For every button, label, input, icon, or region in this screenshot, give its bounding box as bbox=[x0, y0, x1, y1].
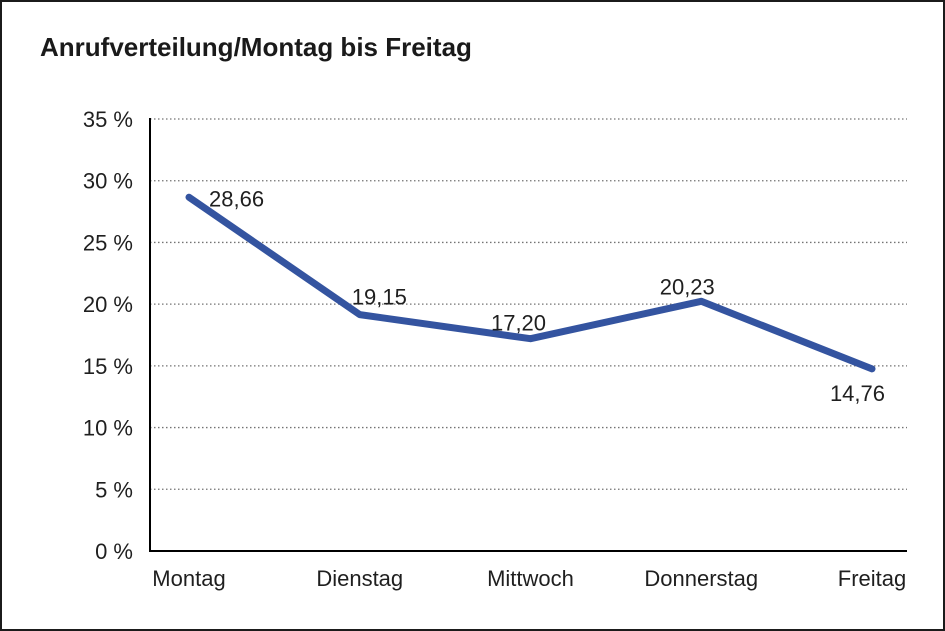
x-category-label: Mittwoch bbox=[487, 566, 574, 591]
x-category-label: Dienstag bbox=[316, 566, 403, 591]
y-tick-label: 30 % bbox=[83, 169, 133, 194]
y-tick-label: 5 % bbox=[95, 477, 133, 502]
y-tick-label: 25 % bbox=[83, 230, 133, 255]
y-tick-label: 20 % bbox=[83, 292, 133, 317]
chart-title: Anrufverteilung/Montag bis Freitag bbox=[40, 32, 472, 62]
data-point-label: 28,66 bbox=[209, 186, 264, 211]
data-series-line bbox=[185, 193, 876, 373]
x-category-label: Donnerstag bbox=[644, 566, 758, 591]
x-category-label: Freitag bbox=[838, 566, 906, 591]
data-point-label: 14,76 bbox=[830, 381, 885, 406]
y-tick-label: 0 % bbox=[95, 539, 133, 564]
y-tick-label: 35 % bbox=[83, 107, 133, 132]
data-point-label: 17,20 bbox=[491, 311, 546, 336]
x-category-label: Montag bbox=[152, 566, 225, 591]
data-point-label: 20,23 bbox=[660, 274, 715, 299]
y-tick-label: 15 % bbox=[83, 354, 133, 379]
data-point-label: 19,15 bbox=[352, 285, 407, 310]
y-tick-label: 10 % bbox=[83, 416, 133, 441]
